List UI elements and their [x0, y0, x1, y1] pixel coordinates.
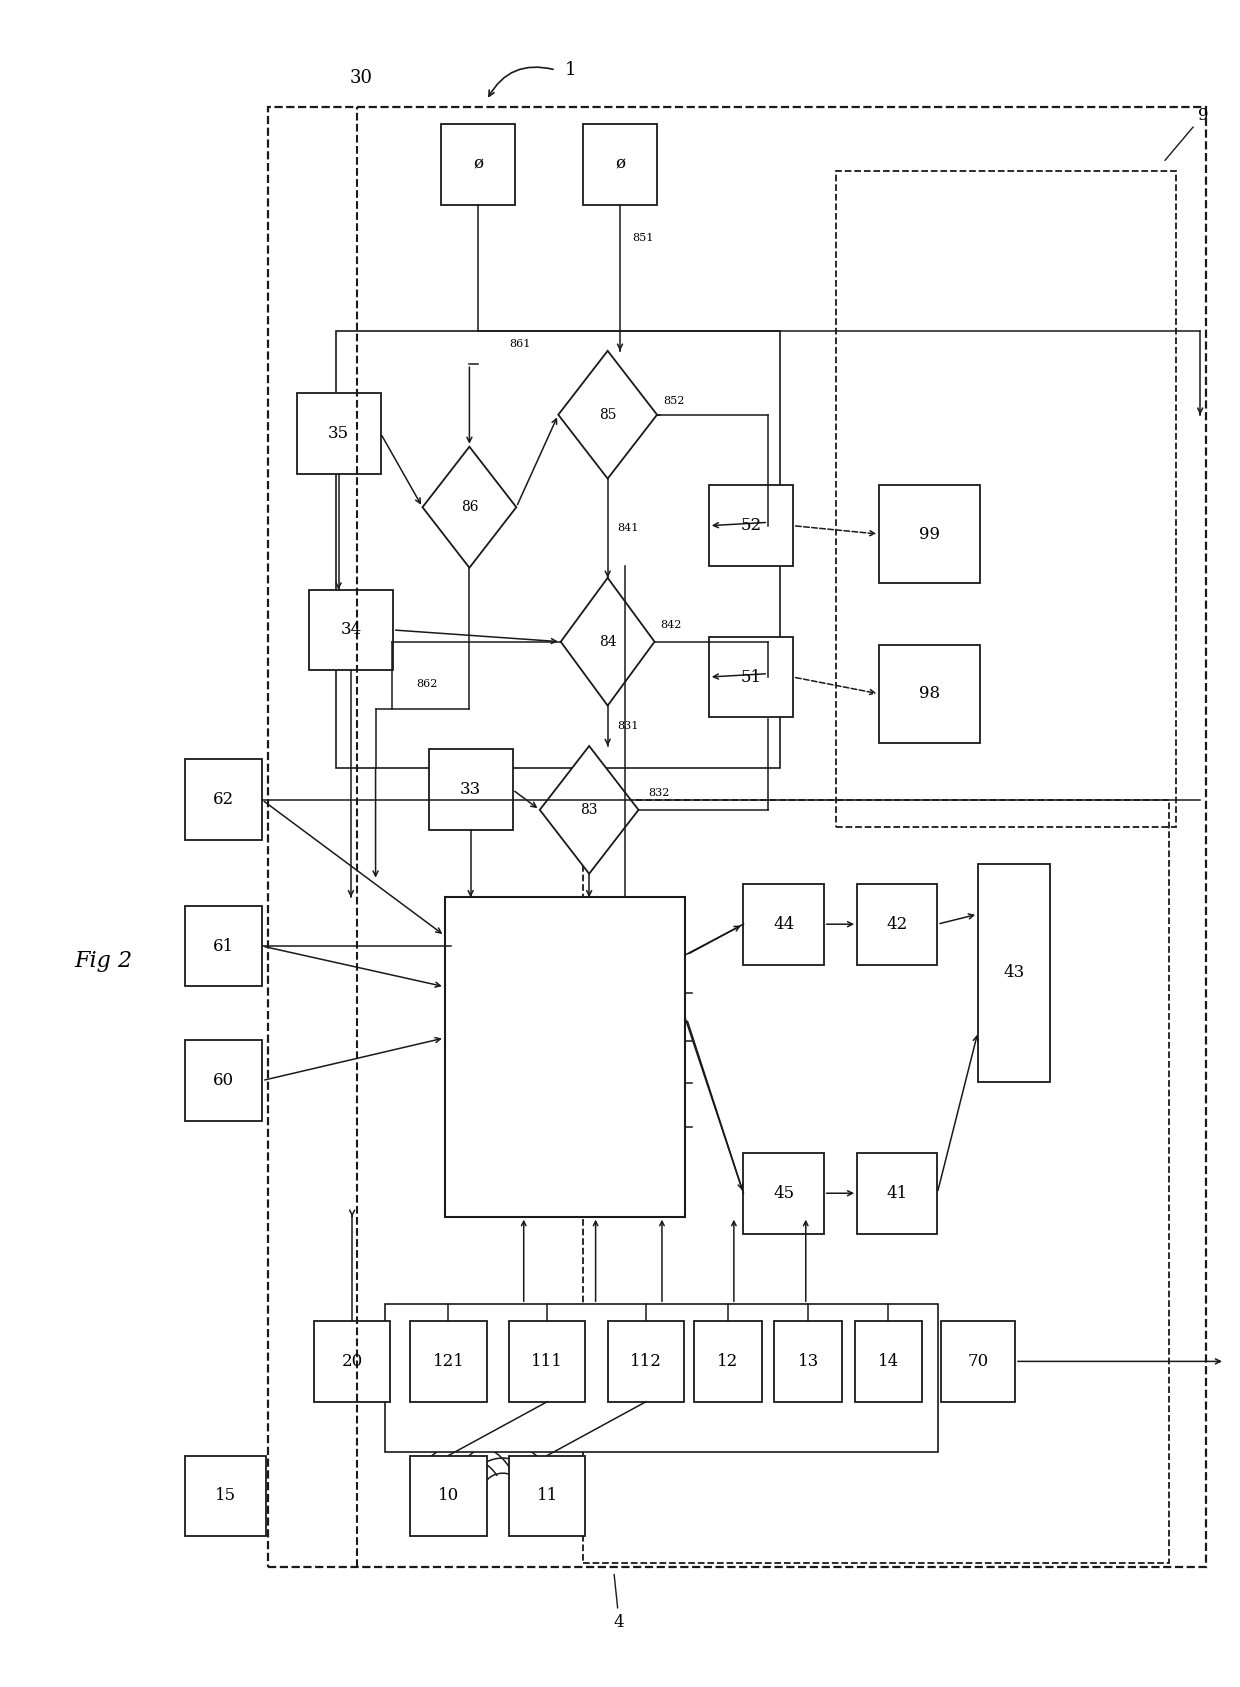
Bar [879, 486, 981, 584]
Text: 33: 33 [460, 781, 481, 798]
Polygon shape [539, 746, 639, 874]
Text: 14: 14 [878, 1353, 899, 1370]
Text: 85: 85 [599, 408, 616, 422]
Polygon shape [423, 447, 516, 569]
Text: ø: ø [615, 155, 625, 172]
Bar [608, 1321, 684, 1402]
Text: 9: 9 [1164, 106, 1208, 160]
Text: 61: 61 [213, 938, 234, 955]
Bar [296, 393, 381, 474]
Text: 41: 41 [887, 1184, 908, 1201]
Text: 84: 84 [599, 634, 616, 649]
Text: 52: 52 [740, 518, 761, 535]
Text: 83: 83 [580, 803, 598, 817]
Text: 831: 831 [618, 720, 639, 730]
Text: 44: 44 [773, 916, 794, 933]
Bar [744, 1152, 823, 1233]
Bar [879, 644, 981, 742]
Text: 20: 20 [341, 1353, 363, 1370]
Text: 34: 34 [340, 621, 362, 638]
Text: 43: 43 [1003, 965, 1024, 982]
Text: 842: 842 [661, 619, 682, 629]
Text: 111: 111 [531, 1353, 563, 1370]
Bar [583, 123, 657, 204]
Text: 62: 62 [213, 791, 234, 808]
Text: 861: 861 [508, 339, 531, 349]
Text: 70: 70 [967, 1353, 988, 1370]
Bar [941, 1321, 1016, 1402]
Bar [774, 1321, 842, 1402]
Text: 51: 51 [740, 668, 761, 685]
Bar [508, 1321, 585, 1402]
Bar [694, 1321, 761, 1402]
Text: 15: 15 [215, 1488, 236, 1505]
Bar [186, 1041, 262, 1120]
Bar [854, 1321, 923, 1402]
Text: 98: 98 [919, 685, 940, 702]
Text: 112: 112 [630, 1353, 662, 1370]
Bar [978, 864, 1049, 1083]
Text: 832: 832 [649, 788, 670, 798]
Text: 862: 862 [417, 678, 438, 688]
Bar [186, 759, 262, 840]
Text: 35: 35 [329, 425, 350, 442]
Bar [441, 123, 515, 204]
Bar [508, 1456, 585, 1537]
Text: 12: 12 [718, 1353, 739, 1370]
Bar [186, 906, 262, 987]
Bar [857, 1152, 937, 1233]
Text: 851: 851 [632, 233, 653, 243]
Bar [583, 800, 1169, 1564]
Bar [314, 1321, 391, 1402]
Text: ø: ø [472, 155, 484, 172]
Text: 852: 852 [663, 396, 684, 407]
Text: 121: 121 [433, 1353, 464, 1370]
Text: 86: 86 [460, 501, 479, 515]
Bar [268, 106, 1207, 1567]
Bar [410, 1456, 486, 1537]
Text: 841: 841 [618, 523, 639, 533]
Text: 30: 30 [350, 69, 372, 86]
Bar [836, 170, 1176, 827]
Bar [410, 1321, 486, 1402]
Text: 10: 10 [438, 1488, 459, 1505]
Bar [445, 897, 686, 1216]
Text: 45: 45 [773, 1184, 794, 1201]
Text: 60: 60 [213, 1071, 234, 1090]
Bar [709, 486, 792, 567]
Text: 4: 4 [614, 1574, 625, 1631]
Bar [744, 884, 823, 965]
Text: 11: 11 [537, 1488, 558, 1505]
Bar [857, 884, 937, 965]
Bar [429, 749, 512, 830]
Bar [386, 1304, 939, 1453]
Text: 42: 42 [887, 916, 908, 933]
Polygon shape [558, 351, 657, 479]
Bar [309, 589, 393, 670]
Text: 1: 1 [564, 61, 575, 79]
Bar [186, 1456, 265, 1537]
Polygon shape [560, 579, 655, 705]
Text: 99: 99 [919, 526, 940, 543]
Text: Fig 2: Fig 2 [74, 950, 133, 972]
Bar [709, 636, 792, 717]
Text: 13: 13 [797, 1353, 818, 1370]
Bar [336, 331, 780, 768]
